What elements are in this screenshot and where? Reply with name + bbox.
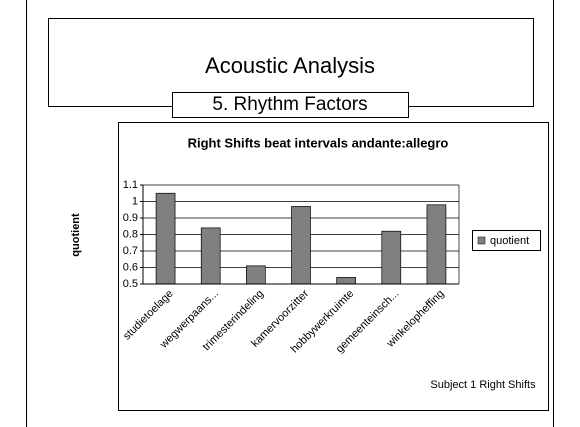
legend-label: quotient (490, 235, 529, 247)
y-tick-label: 0.8 (123, 228, 138, 240)
chart-title: Right Shifts beat intervals andante:alle… (188, 135, 449, 150)
subtitle-box (172, 92, 409, 118)
legend-swatch (477, 236, 486, 245)
slide-subtitle: 5. Rhythm Factors (212, 94, 367, 115)
bar (336, 277, 356, 285)
y-tick-label: 0.7 (123, 245, 138, 257)
bar (291, 206, 311, 285)
chart-box (118, 122, 549, 411)
bar (246, 265, 266, 285)
y-tick-label: 1.1 (123, 179, 138, 191)
annotation: Subject 1 Right Shifts (430, 379, 536, 391)
slide-title: Acoustic Analysis (205, 53, 375, 78)
bar (381, 230, 402, 285)
y-axis-label: quotient (70, 213, 82, 257)
y-tick-label: 1 (132, 195, 138, 207)
y-tick-label: 0.6 (123, 261, 138, 273)
legend-box (472, 230, 541, 251)
bar (426, 204, 447, 285)
y-tick-label: 0.5 (123, 278, 138, 290)
y-tick-label: 0.9 (123, 212, 138, 224)
bar (155, 192, 176, 285)
bar (200, 227, 221, 285)
title-box (48, 18, 534, 107)
